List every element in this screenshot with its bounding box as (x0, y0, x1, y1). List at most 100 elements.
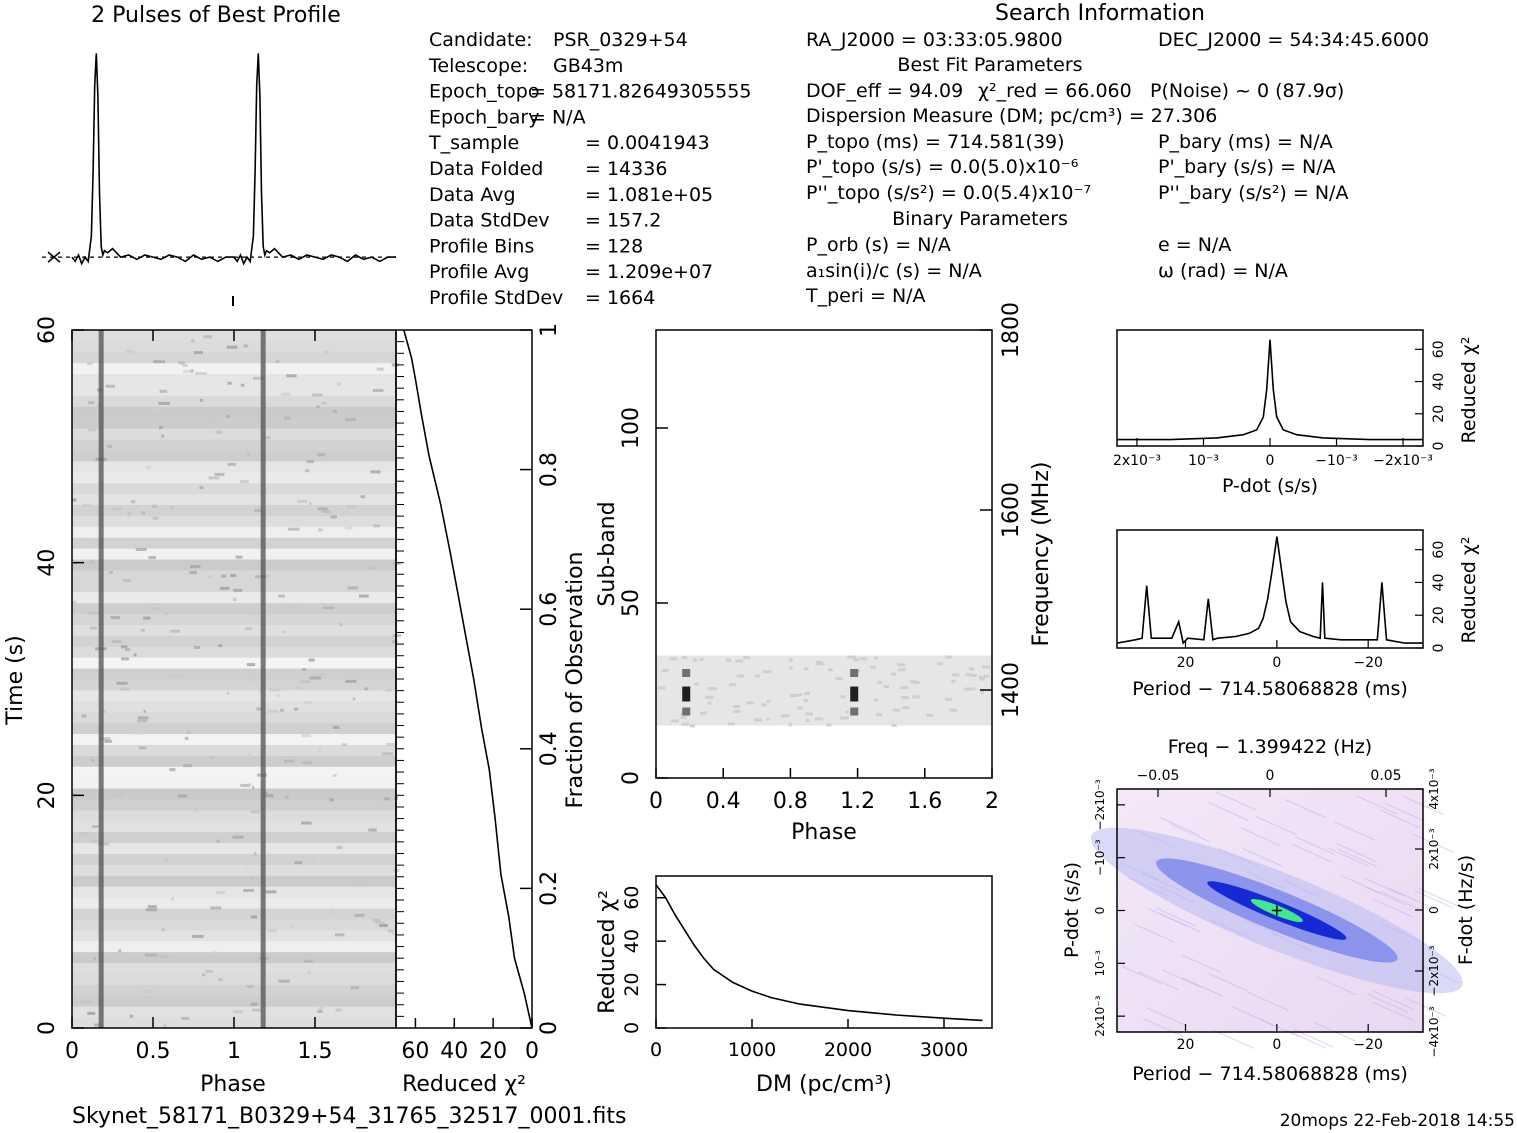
ra-value: RA_J2000 = 03:33:05.9800 (806, 29, 1063, 51)
subband-noise (732, 704, 740, 708)
noise-pixel (359, 594, 369, 598)
x-tick-label: 20 (1177, 655, 1195, 671)
pdot-period-ylabel: P-dot (s/s) (1061, 862, 1083, 958)
noise-pixel (369, 566, 376, 570)
chi2-dm-line (655, 884, 983, 1022)
noise-pixel (294, 861, 303, 865)
subband-noise (736, 674, 745, 678)
noise-pixel (212, 951, 218, 955)
noise-pixel (265, 890, 277, 894)
x-tick-label: 0 (650, 1039, 662, 1061)
pfd-streak (1216, 791, 1257, 811)
noise-pixel (195, 372, 207, 376)
noise-pixel (191, 934, 204, 938)
x2-tick-label: 0 (1266, 768, 1275, 784)
subband-noise (979, 677, 986, 681)
noise-pixel (139, 746, 147, 750)
noise-pixel (283, 759, 295, 763)
x-tick-label: 2x10⁻³ (1113, 453, 1161, 469)
subband-noise (877, 680, 883, 684)
noise-pixel (199, 486, 204, 490)
noise-pixel (171, 897, 174, 901)
noise-pixel (248, 677, 253, 681)
x-tick-label: 0.5 (136, 1039, 171, 1064)
noise-pixel (121, 657, 129, 661)
chi2-value: χ²_red = 66.060 (978, 80, 1132, 102)
subband-noise (694, 682, 699, 686)
x-tick-label: 0 (1266, 453, 1275, 469)
chi2-period-line (1116, 536, 1423, 645)
noise-pixel (304, 959, 313, 963)
subband-noise (926, 713, 934, 717)
time-row (72, 406, 396, 418)
noise-pixel (306, 460, 314, 464)
y-tick-label: 40 (621, 929, 643, 953)
subband-noise (901, 696, 909, 700)
pdot-period-xlabel: Period − 714.58068828 (ms) (1132, 1063, 1408, 1085)
noise-pixel (381, 752, 393, 756)
noise-pixel (310, 856, 316, 860)
subband-noise (874, 656, 878, 660)
binary-title: Binary Parameters (892, 208, 1068, 230)
noise-pixel (392, 932, 398, 936)
noise-pixel (360, 495, 366, 499)
time-row (72, 820, 396, 833)
noise-pixel (264, 794, 274, 798)
chi2-dm-ylabel: Reduced χ² (595, 890, 620, 1014)
subband-noise (949, 708, 957, 712)
pfd-streak (1337, 848, 1378, 868)
noise-pixel (317, 453, 326, 457)
time-row (72, 646, 396, 658)
subband-noise (897, 668, 906, 672)
time-row (72, 679, 396, 691)
noise-pixel (364, 687, 369, 691)
subband-noise (763, 670, 772, 674)
pfd-streak (1333, 821, 1375, 841)
pfd-streak (1181, 977, 1223, 997)
noise-pixel (391, 363, 399, 367)
candidate-info-label: Epoch_topo (429, 81, 539, 103)
noise-pixel (202, 973, 206, 977)
y-tick-label: 0 (619, 771, 644, 785)
noise-pixel (247, 452, 250, 456)
noise-pixel (372, 388, 384, 392)
y2-tick-label: 1400 (999, 662, 1024, 718)
x-tick-label: 10⁻³ (1188, 453, 1219, 469)
x-tick-label: 1000 (728, 1039, 776, 1061)
noise-pixel (145, 908, 158, 912)
x-tick-label: 0 (525, 1039, 539, 1064)
noise-pixel (255, 575, 266, 579)
time-row (72, 973, 396, 985)
subband-noise (892, 708, 901, 712)
noise-pixel (91, 840, 99, 844)
noise-pixel (125, 648, 131, 652)
y-tick-label: 0 (35, 1021, 60, 1035)
subband-noise (870, 665, 876, 669)
noise-pixel (256, 707, 264, 711)
noise-pixel (370, 470, 381, 474)
y-tick-label: 0.6 (537, 592, 562, 627)
pulse-profile-plot (42, 53, 396, 266)
y-tick-label: 50 (619, 589, 644, 617)
pfd-streak (1285, 799, 1326, 819)
candidate-info-label: T_sample (428, 132, 519, 154)
noise-pixel (113, 793, 124, 797)
subband-phase-panel: 0 0.4 0.8 1.2 1.6 2 0 50 100 1400 1600 1800 Phase S… (595, 302, 1054, 845)
subband-noise (805, 712, 813, 716)
pfd-streak (1406, 997, 1447, 1017)
a1sini-value: a₁sin(i)/c (s) = N/A (806, 260, 982, 282)
pfd-streak (1336, 843, 1378, 863)
noise-pixel (309, 676, 322, 680)
time-row (72, 875, 396, 887)
pfd-streak (1356, 795, 1398, 815)
noise-pixel (352, 697, 356, 701)
chi2-period-axes: 20 0 −20 0 20 40 60 (1177, 541, 1447, 671)
noise-pixel (182, 364, 188, 368)
subband-noise (780, 714, 790, 718)
subband-noise (798, 693, 803, 697)
noise-pixel (136, 719, 148, 723)
noise-pixel (93, 957, 96, 961)
fdot-ylabel: F-dot (Hz/s) (1455, 855, 1477, 965)
x-tick-label: 60 (401, 1039, 429, 1064)
subband-noise (983, 674, 990, 678)
